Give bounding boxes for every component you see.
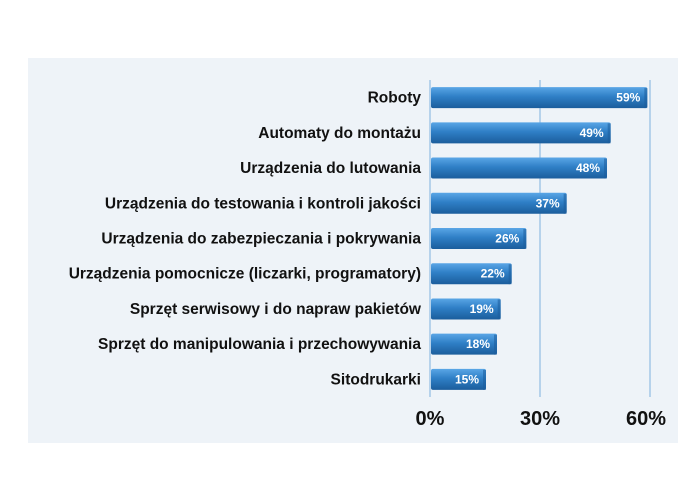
bar-edge-3 <box>563 193 567 214</box>
data-label-0: 59% <box>616 91 640 105</box>
bar-edge-4 <box>523 229 527 249</box>
bar-3 <box>431 192 567 214</box>
category-label-0: Roboty <box>368 90 422 107</box>
bar-edge-0 <box>644 88 648 109</box>
bar-8 <box>431 368 486 390</box>
bar-edge-5 <box>508 264 512 285</box>
bar-edge-8 <box>483 369 486 390</box>
category-label-2: Urządzenia do lutowania <box>240 160 421 177</box>
bar-edge-6 <box>497 299 501 320</box>
bar-0 <box>431 87 648 109</box>
x-tick-label-2: 60% <box>626 408 666 430</box>
bar-edge-7 <box>494 334 497 355</box>
data-label-1: 49% <box>580 126 604 140</box>
plot-background <box>28 58 678 443</box>
data-label-7: 18% <box>466 337 490 351</box>
category-label-7: Sprzęt do manipulowania i przechowywania <box>98 336 421 353</box>
bar-edge-1 <box>607 123 611 144</box>
data-label-3: 37% <box>536 196 560 210</box>
category-label-4: Urządzenia do zabezpieczania i pokrywani… <box>101 231 421 248</box>
bar-edge-2 <box>604 158 607 179</box>
x-axis-tick-labels: 0% 30% 60% <box>416 408 667 430</box>
category-label-5: Urządzenia pomocnicze (liczarki, program… <box>69 266 421 283</box>
data-label-4: 26% <box>495 232 519 246</box>
bar-5 <box>431 263 512 285</box>
x-tick-label-0: 0% <box>416 408 445 430</box>
bar-4 <box>431 228 527 249</box>
category-label-1: Automaty do montażu <box>258 125 421 142</box>
category-label-6: Sprzęt serwisowy i do napraw pakietów <box>130 301 422 318</box>
data-label-6: 19% <box>470 302 494 316</box>
data-label-5: 22% <box>481 267 505 281</box>
bars: 59% 49% 48% 37% 26% 22% 19% 18% 15% <box>431 87 648 390</box>
bar-1 <box>431 122 611 144</box>
data-label-8: 15% <box>455 372 479 386</box>
category-label-8: Sitodrukarki <box>331 371 421 388</box>
data-label-2: 48% <box>576 161 600 175</box>
bar-7 <box>431 333 497 355</box>
category-labels: Roboty Automaty do montażu Urządzenia do l… <box>69 90 422 389</box>
bar-6 <box>431 298 501 320</box>
category-label-3: Urządzenia do testowania i kontroli jako… <box>105 195 421 212</box>
x-tick-label-1: 30% <box>520 408 560 430</box>
bar-2 <box>431 157 607 179</box>
